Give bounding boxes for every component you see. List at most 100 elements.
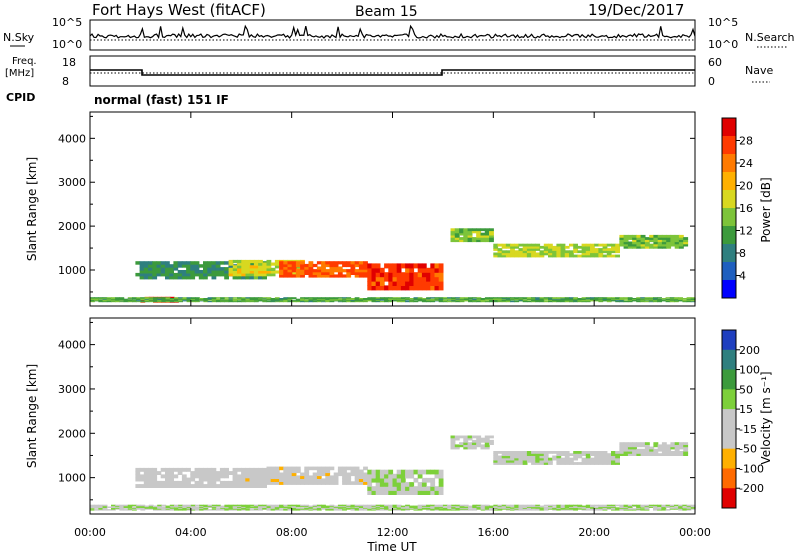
- heatmap-cell-6: [270, 507, 276, 509]
- heatmap-cell-8: [602, 298, 608, 300]
- heatmap-cell-6: [337, 504, 343, 507]
- heatmap-cell-8: [178, 298, 183, 300]
- heatmap-cell-0: [152, 467, 158, 472]
- heatmap-cell-8: [472, 298, 478, 300]
- heatmap-cell-8: [686, 300, 692, 302]
- heatmap-cell-6: [333, 505, 339, 508]
- heatmap-cell-5: [606, 243, 612, 247]
- heatmap-cell-6: [648, 504, 654, 507]
- heatmap-cell-6: [552, 504, 557, 507]
- heatmap-cell-3: [413, 285, 419, 291]
- heatmap-cell-0: [148, 264, 153, 268]
- heatmap-cell-8: [657, 300, 662, 303]
- heatmap-cell-8: [207, 297, 213, 299]
- heatmap-cell-8: [627, 298, 633, 300]
- heatmap-cell-8: [556, 298, 562, 300]
- heatmap-cell-1: [258, 262, 263, 266]
- heatmap-cell-4: [548, 459, 553, 463]
- heatmap-cell-6: [342, 505, 347, 508]
- heatmap-cell-8: [153, 300, 158, 302]
- heatmap-cell-1: [279, 466, 284, 471]
- freq-right-label: Nave: [745, 64, 773, 77]
- heatmap-cell-0: [224, 261, 229, 265]
- heatmap-cell-8: [375, 298, 381, 300]
- heatmap-cell-8: [279, 298, 284, 300]
- heatmap-cell-8: [556, 300, 562, 303]
- heatmap-cell-6: [661, 237, 667, 240]
- heatmap-cell-4: [514, 457, 520, 461]
- heatmap-cell-6: [683, 241, 689, 245]
- heatmap-cell-0: [181, 484, 187, 488]
- heatmap-cell-6: [451, 506, 457, 508]
- heatmap-cell-8: [396, 300, 402, 303]
- heatmap-cell-6: [405, 509, 410, 511]
- heatmap-cell-8: [207, 298, 213, 300]
- heatmap-cell-8: [505, 297, 511, 299]
- heatmap-cell-5: [493, 252, 499, 256]
- heatmap-cell-8: [497, 298, 503, 300]
- heatmap-cell-8: [136, 300, 141, 302]
- heatmap-cell-1: [232, 270, 238, 274]
- heatmap-cell-8: [253, 297, 259, 299]
- heatmap-cell-4: [476, 228, 482, 232]
- heatmap-cell-8: [632, 298, 637, 300]
- heatmap-cell-8: [249, 298, 255, 300]
- heatmap-cell-4: [484, 230, 490, 234]
- heatmap-cell-1: [291, 469, 297, 474]
- heatmap-cell-6: [363, 509, 368, 511]
- heatmap-cell-5: [569, 254, 574, 258]
- heatmap-cell-5: [683, 444, 689, 448]
- heatmap-cell-6: [371, 507, 377, 509]
- heatmap-cell-6: [426, 507, 431, 509]
- heatmap-cell-4: [497, 455, 503, 459]
- heatmap-cell-6: [514, 504, 520, 507]
- velocity-heatmap: [90, 435, 696, 511]
- heatmap-cell-1: [287, 481, 293, 485]
- heatmap-cell-6: [438, 506, 444, 508]
- heatmap-cell-5: [539, 252, 545, 256]
- heatmap-cell-3: [375, 281, 381, 286]
- heatmap-cell-6: [426, 504, 431, 507]
- heatmap-cell-5: [674, 442, 680, 445]
- heatmap-cell-4: [484, 237, 490, 240]
- heatmap-cell-1: [325, 478, 331, 482]
- heatmap-cell-8: [400, 298, 406, 300]
- heatmap-cell-8: [266, 298, 272, 300]
- heatmap-cell-8: [442, 300, 448, 302]
- heatmap-cell-8: [468, 297, 473, 299]
- heatmap-cell-0: [160, 267, 166, 271]
- heatmap-cell-4: [611, 462, 616, 465]
- heatmap-cell-8: [102, 298, 108, 300]
- heatmap-cell-8: [409, 298, 415, 300]
- heatmap-cell-6: [573, 504, 578, 507]
- heatmap-cell-8: [581, 300, 587, 303]
- heatmap-cell-8: [434, 298, 440, 300]
- colorbar-swatch: [722, 136, 736, 155]
- heatmap-cell-3: [463, 439, 469, 443]
- heatmap-cell-6: [670, 243, 676, 247]
- heatmap-cell-6: [400, 508, 406, 510]
- heatmap-cell-8: [228, 300, 234, 302]
- heatmap-cell-3: [421, 263, 427, 269]
- heatmap-cell-8: [144, 300, 150, 303]
- heatmap-cell-6: [287, 504, 293, 507]
- heatmap-cell-8: [245, 300, 251, 303]
- heatmap-cell-6: [615, 507, 620, 509]
- heatmap-cell-6: [569, 508, 574, 510]
- heatmap-cell-6: [497, 504, 503, 507]
- heatmap-cell-1: [287, 472, 293, 477]
- heatmap-cell-5: [510, 254, 515, 258]
- heatmap-cell-2: [409, 486, 415, 491]
- heatmap-cell-0: [181, 270, 187, 274]
- heatmap-cell-8: [132, 298, 137, 300]
- heatmap-cell-0: [253, 467, 259, 472]
- heatmap-cell-8: [102, 300, 108, 303]
- heatmap-cell-3: [384, 285, 389, 291]
- heatmap-cell-2: [321, 274, 326, 278]
- heatmap-cell-3: [476, 437, 482, 441]
- heatmap-cell-8: [602, 299, 608, 301]
- heatmap-cell-4: [590, 453, 595, 456]
- heatmap-cell-3: [426, 272, 431, 278]
- heatmap-cell-8: [413, 298, 419, 300]
- heatmap-cell-0: [160, 272, 166, 277]
